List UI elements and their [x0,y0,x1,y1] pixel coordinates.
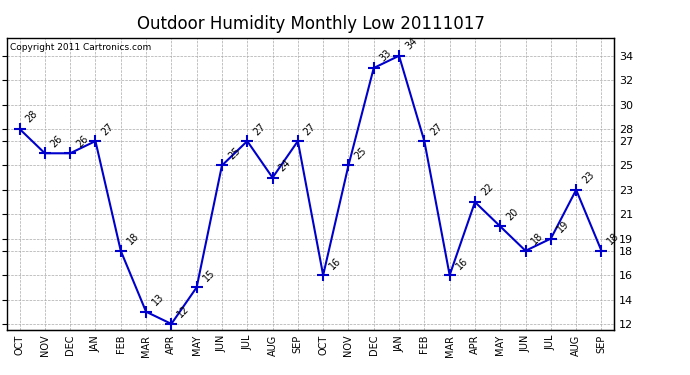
Text: 23: 23 [580,170,596,186]
Text: 25: 25 [353,146,368,161]
Text: 33: 33 [378,48,394,64]
Text: 22: 22 [479,182,495,198]
Text: 16: 16 [327,255,343,271]
Text: 18: 18 [606,231,622,247]
Text: 18: 18 [530,231,546,247]
Text: Outdoor Humidity Monthly Low 20111017: Outdoor Humidity Monthly Low 20111017 [137,15,484,33]
Text: Copyright 2011 Cartronics.com: Copyright 2011 Cartronics.com [10,44,151,52]
Text: 27: 27 [251,121,267,137]
Text: 27: 27 [302,121,318,137]
Text: 24: 24 [277,158,293,174]
Text: 34: 34 [403,36,419,52]
Text: 25: 25 [226,146,242,161]
Text: 27: 27 [99,121,115,137]
Text: 28: 28 [23,109,39,125]
Text: 20: 20 [504,206,520,222]
Text: 27: 27 [428,121,444,137]
Text: 26: 26 [75,133,90,149]
Text: 18: 18 [125,231,141,247]
Text: 13: 13 [150,292,166,308]
Text: 15: 15 [201,267,217,283]
Text: 16: 16 [454,255,470,271]
Text: 19: 19 [555,219,571,234]
Text: 26: 26 [49,133,65,149]
Text: 12: 12 [175,304,191,320]
